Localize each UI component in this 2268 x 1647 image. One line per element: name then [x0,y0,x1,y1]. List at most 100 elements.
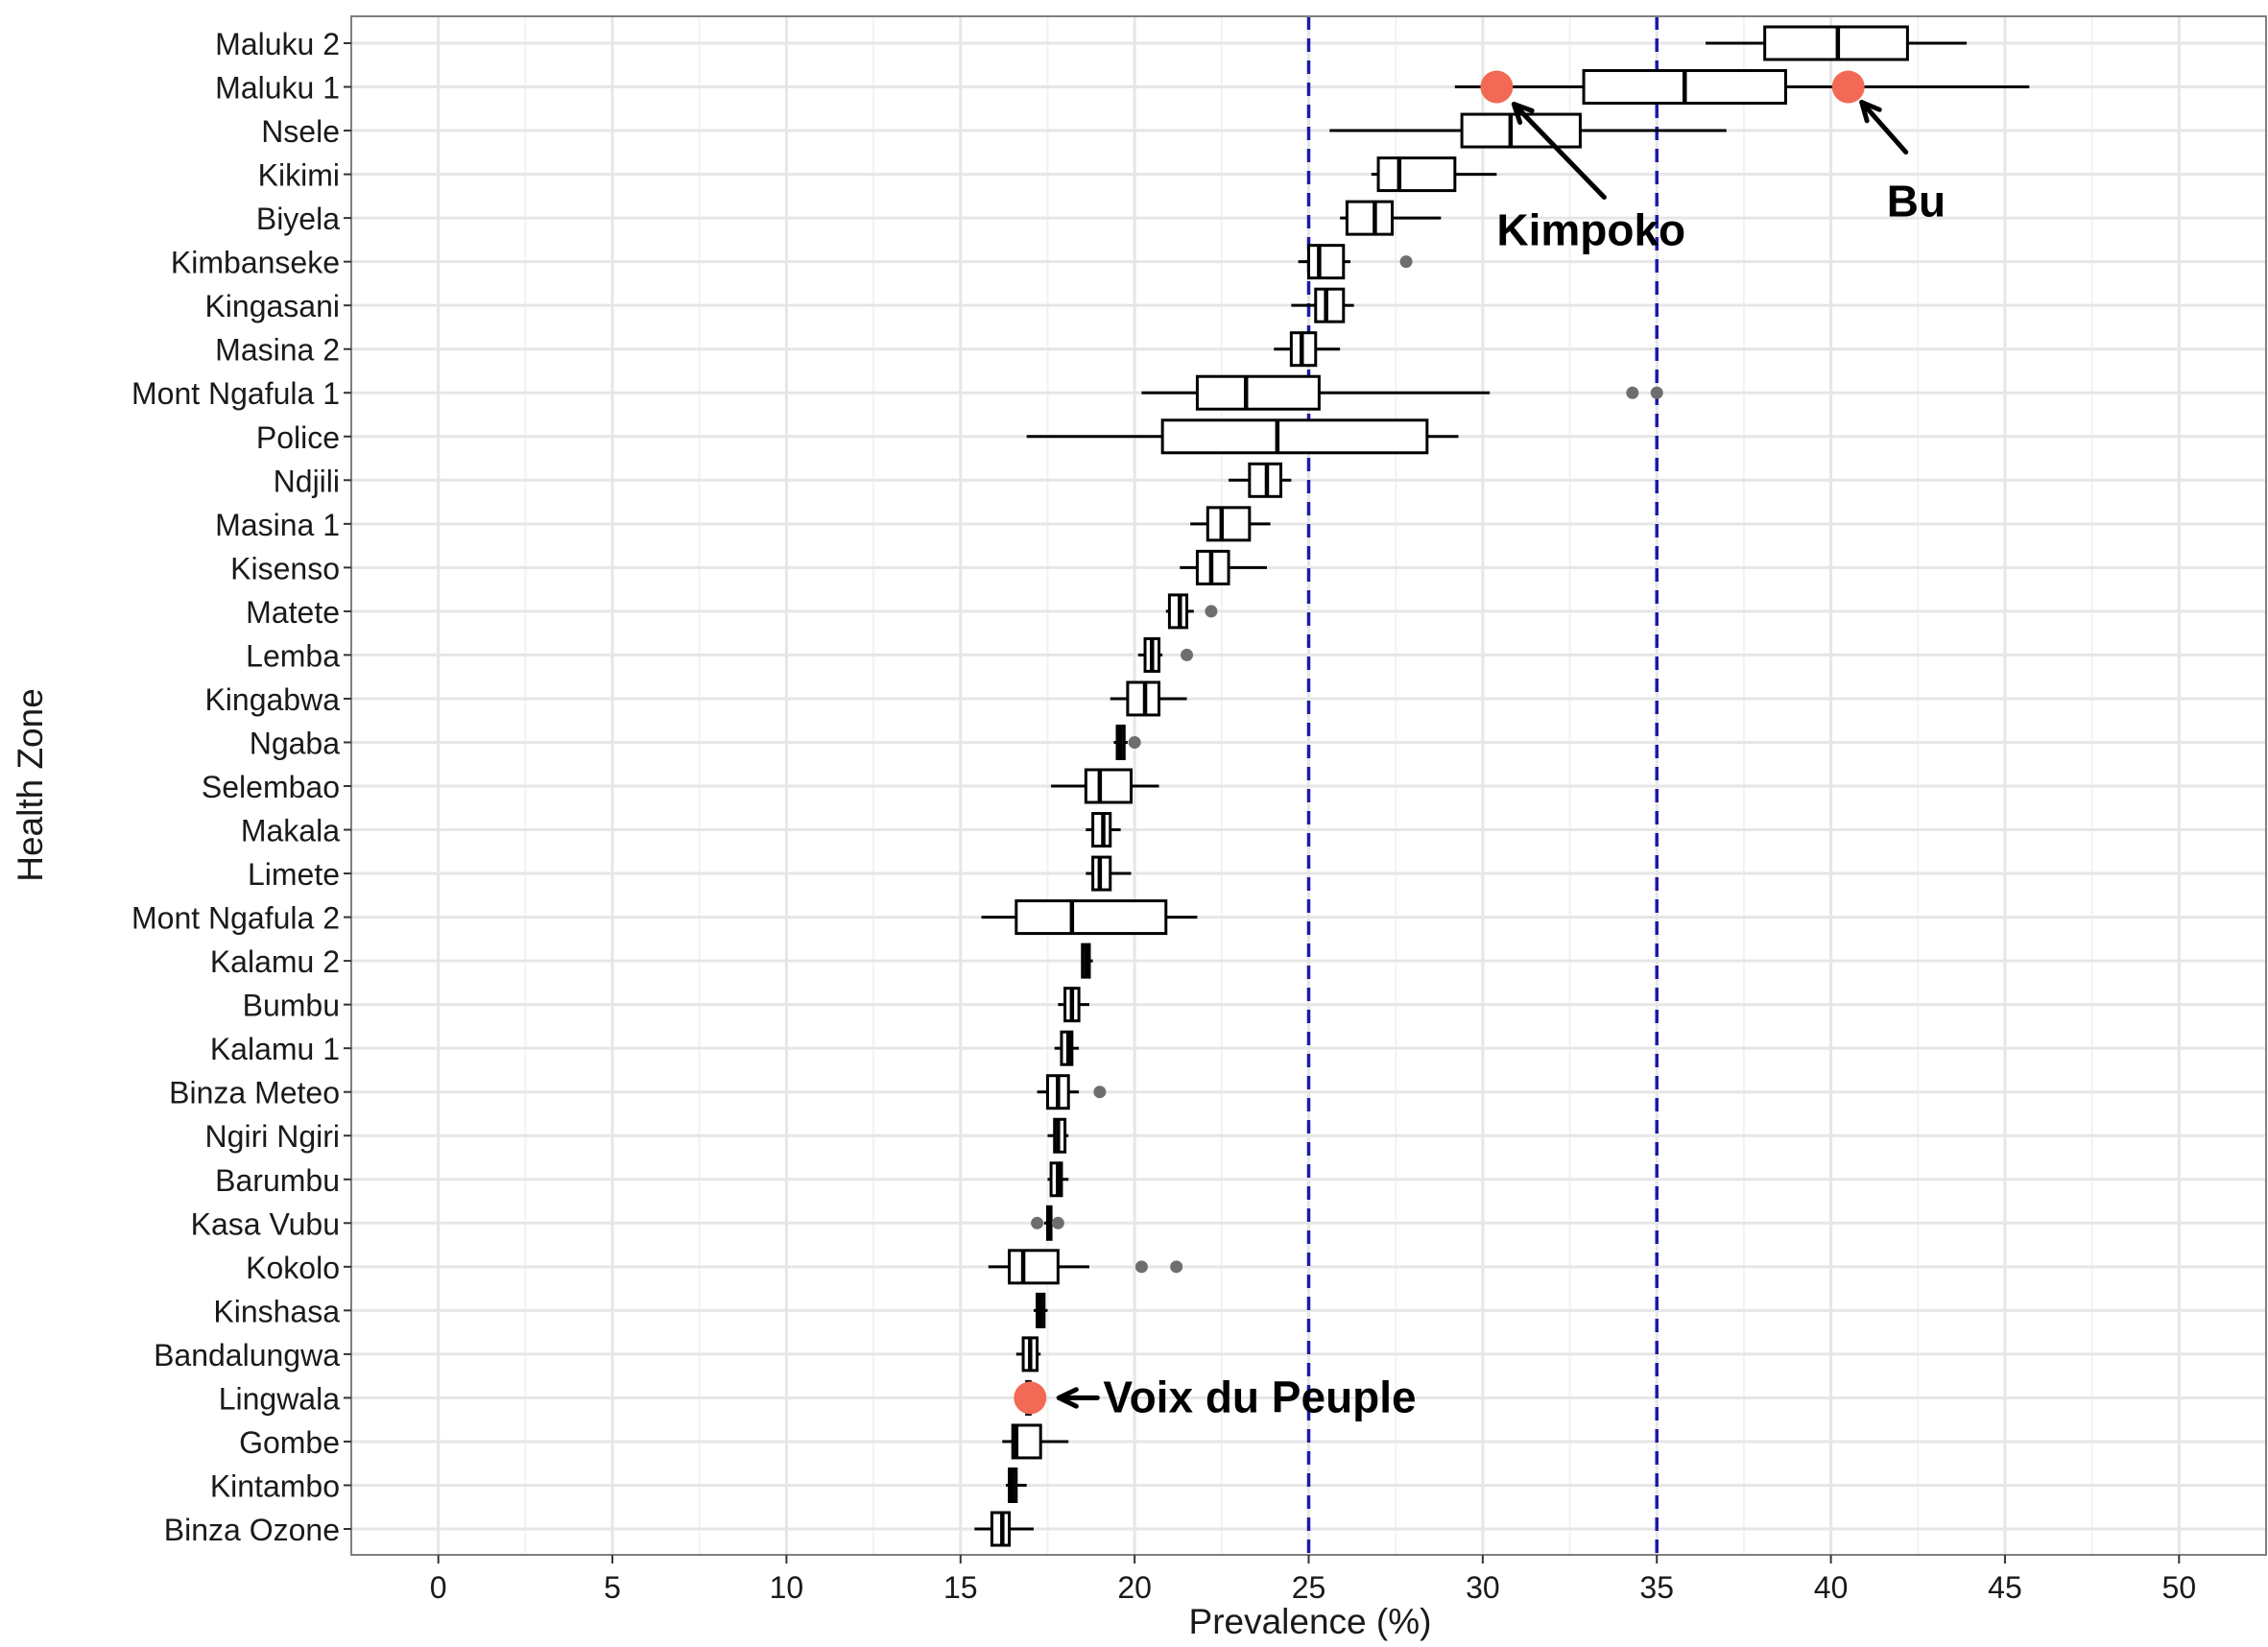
box-makala [1086,812,1121,848]
annotation-bu: Bu [1859,100,1946,227]
box-kingasani [1291,287,1354,323]
y-tick-label: Masina 2 [215,333,340,368]
box-mont-ngafula-1 [1141,374,1663,411]
outlier-point [1134,1260,1148,1274]
reference-lines [1306,16,1659,1555]
x-tick-label: 30 [1466,1570,1500,1605]
box-mont-ngafula-2 [981,899,1198,936]
highlight-point-lingwala [1014,1381,1047,1415]
box-iqr [1160,418,1429,455]
y-tick-label: Kasa Vubu [191,1206,340,1241]
box-kingabwa [1110,680,1187,717]
y-tick-label: Bandalungwa [154,1338,340,1372]
box-kikimi [1371,156,1497,193]
x-tick-label: 35 [1639,1570,1674,1605]
box-binza-meteo [1037,1074,1107,1110]
box-iqr [1084,768,1134,804]
y-tick-label: Barumbu [215,1163,340,1198]
box-iqr [1314,287,1346,323]
annotation-arrow [1056,1387,1100,1409]
y-tick-label: Ndjili [274,464,340,498]
box-police [1026,418,1459,455]
y-tick-label: Selembao [202,770,340,804]
x-tick-label: 45 [1988,1570,2022,1605]
box-ngiri-ngiri [1047,1117,1069,1154]
box-kimbanseke [1298,244,1413,280]
x-tick-label: 5 [604,1570,621,1605]
x-tick-label: 50 [2162,1570,2197,1605]
annotation-voix-du-peuple: Voix du Peuple [1056,1372,1417,1421]
y-tick-label: Biyela [256,202,340,236]
y-tick-label: Maluku 2 [215,27,340,61]
y-tick-label: Kisenso [230,551,340,585]
box-barumbu [1047,1161,1069,1198]
box-masina-1 [1190,506,1271,542]
box-maluku-1 [1454,69,2030,106]
y-tick-label: Lingwala [219,1381,341,1416]
y-tick-label: Mont Ngafula 1 [131,376,340,411]
y-axis-ticks: Maluku 2 Maluku 1 Nsele Kikimi Biyela Kimbans… [131,27,351,1547]
box-matete [1165,593,1218,630]
outlier-point [1650,386,1663,399]
y-tick-label: Binza Ozone [164,1513,340,1547]
annotations: Kimpoko Bu Voix du Peuple [1056,100,1946,1421]
box-iqr [1008,1249,1060,1285]
y-tick-label: Kingasani [204,289,340,323]
arrow-shaft [1859,100,1909,155]
outlier-point [1170,1260,1183,1274]
annotation-arrow [1511,102,1607,201]
y-tick-label: Matete [246,595,340,630]
box-kinshasa [1033,1292,1048,1328]
y-tick-label: Nsele [261,114,340,149]
box-nsele [1329,112,1727,149]
x-tick-label: 10 [770,1570,804,1605]
y-tick-label: Ngaba [250,726,341,760]
arrow-head [1056,1387,1079,1409]
box-iqr [1206,506,1252,542]
box-gombe [1002,1423,1069,1460]
arrow-head [1859,100,1882,124]
box-iqr [1345,200,1395,236]
y-tick-label: Kinshasa [213,1294,340,1328]
arrow-head [1511,102,1535,126]
highlight-point-maluku-1 [1480,70,1514,104]
x-tick-label: 15 [943,1570,978,1605]
y-tick-label: Binza Meteo [169,1076,340,1110]
outlier-point [1181,648,1194,661]
outlier-point [1399,255,1413,269]
y-tick-label: Ngiri Ngiri [205,1119,340,1154]
box-ndjili [1229,462,1292,498]
annotation-label: Voix du Peuple [1103,1372,1416,1421]
box-binza-ozone [974,1511,1034,1547]
box-ngaba [1113,724,1141,760]
box-kokolo [988,1249,1183,1285]
highlight-points [1014,70,1865,1415]
box-iqr [1376,156,1457,193]
highlight-point-maluku-1 [1831,70,1865,104]
outlier-point [1205,605,1218,618]
box-biyela [1340,200,1442,236]
outlier-point [1128,735,1141,749]
y-tick-label: Kikimi [258,158,340,193]
arrow-shaft [1511,102,1607,201]
y-tick-label: Kintambo [210,1468,340,1503]
x-tick-label: 20 [1117,1570,1152,1605]
y-tick-label: Mont Ngafula 2 [131,901,340,936]
y-tick-label: Kokolo [246,1251,340,1285]
box-bumbu [1058,987,1089,1023]
box-kalamu-1 [1054,1030,1080,1066]
annotation-kimpoko: Kimpoko [1496,102,1685,255]
y-tick-label: Makala [241,814,340,848]
box-kalamu-2 [1081,943,1093,979]
y-tick-label: Kalamu 1 [210,1032,340,1066]
x-tick-label: 0 [430,1570,447,1605]
box-iqr [1015,899,1168,936]
box-maluku-2 [1706,25,1968,61]
y-tick-label: Lemba [246,638,340,673]
outlier-point [1626,386,1639,399]
y-tick-label: Masina 1 [215,508,340,542]
y-tick-label: Kimbanseke [171,246,340,280]
box-iqr [1195,374,1321,411]
box-kasa-vubu [1031,1205,1064,1241]
